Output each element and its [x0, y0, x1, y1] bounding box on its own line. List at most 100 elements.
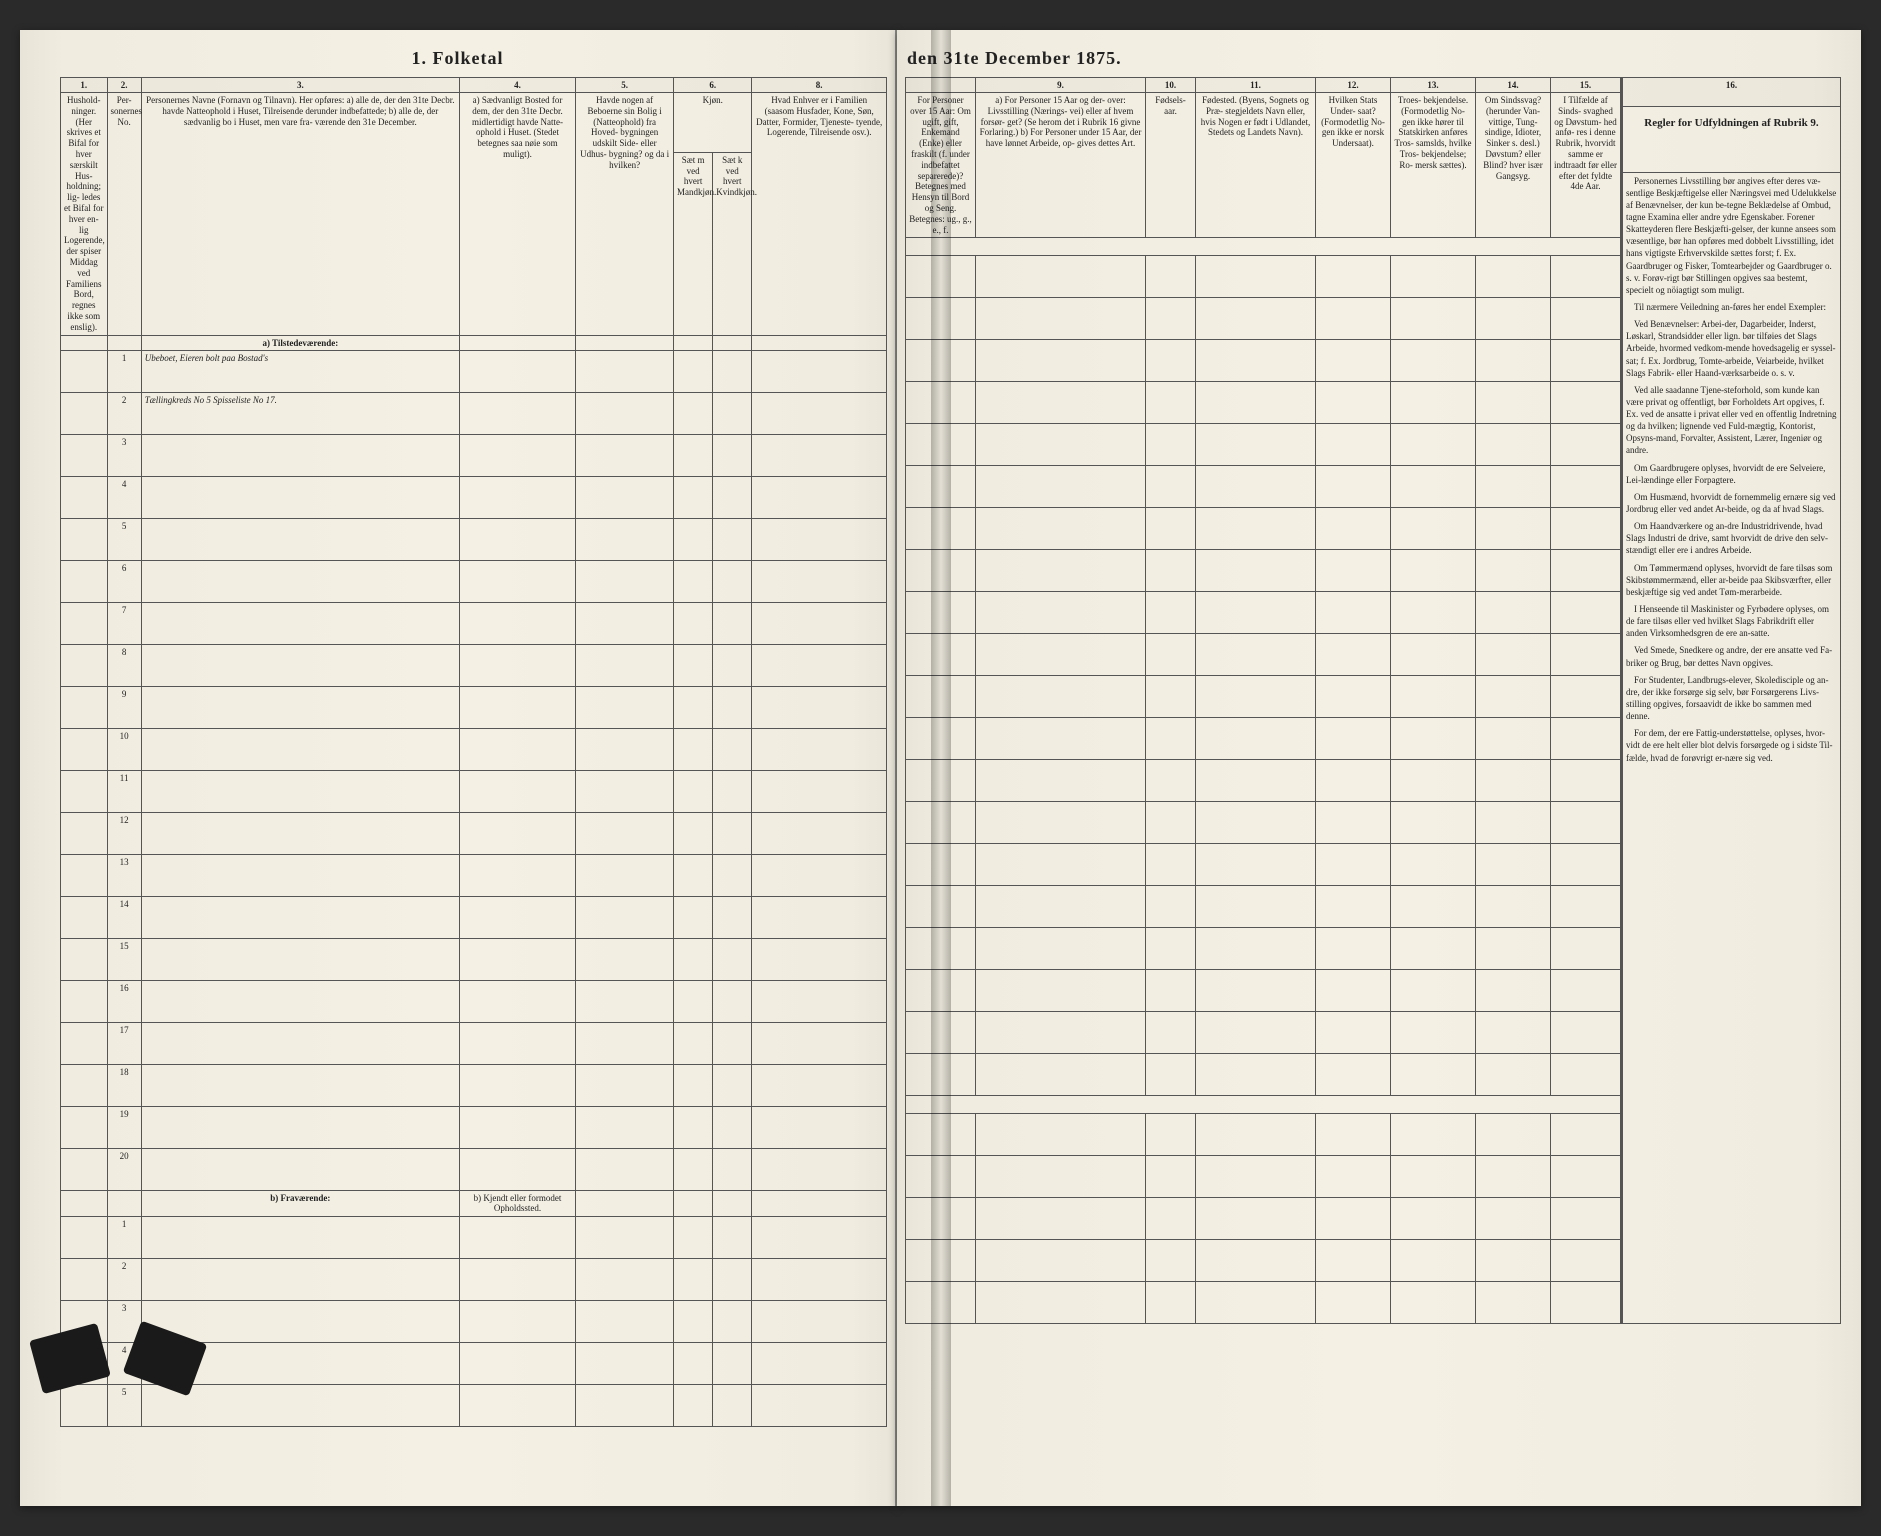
header-religion: Troes- bekjendelse. (Formodetlig No- gen… — [1391, 93, 1476, 238]
table-row — [906, 466, 1621, 508]
rules-paragraph: Ved Benævnelser: Arbei-der, Dagarbeider,… — [1626, 318, 1837, 379]
header-birthyear: Fødsels- aar. — [1146, 93, 1196, 238]
table-row — [906, 634, 1621, 676]
page-title-left: 1. Folketal — [20, 30, 895, 77]
header-male: Sæt m ved hvert Mandkjøn. — [674, 152, 713, 335]
column-number-row: 9. 10. 11. 12. 13. 14. 15. — [906, 78, 1621, 93]
rules-paragraph: Ved alle saadanne Tjene-steforhold, som … — [1626, 384, 1837, 457]
absent-label: b) Fraværende: — [141, 1190, 459, 1217]
section-present-row: a) Tilstedeværende: — [61, 335, 887, 350]
col-num: 4. — [459, 78, 575, 93]
col-num: 8. — [752, 78, 887, 93]
table-row — [906, 508, 1621, 550]
present-label: a) Tilstedeværende: — [141, 335, 459, 350]
col-num: 1. — [61, 78, 108, 93]
table-row: 8 — [61, 644, 887, 686]
table-row — [906, 802, 1621, 844]
table-row: 13 — [61, 854, 887, 896]
col-num: 2. — [107, 78, 141, 93]
header-outbuilding: Havde nogen af Beboerne sin Bolig i (Nat… — [576, 93, 674, 336]
table-row: 10 — [61, 728, 887, 770]
rules-paragraph: I Henseende til Maskinister og Fyrbødere… — [1626, 603, 1837, 639]
handwritten-entry: Ubeboet, Eieren bolt paa Bostad's — [141, 350, 459, 392]
table-row: 14 — [61, 896, 887, 938]
table-row — [906, 298, 1621, 340]
table-row: 16 — [61, 980, 887, 1022]
col-num: 5. — [576, 78, 674, 93]
table-row: 6 — [61, 560, 887, 602]
spacer-row — [906, 1096, 1621, 1114]
table-row: 20 — [61, 1148, 887, 1190]
table-row: 15 — [61, 938, 887, 980]
rules-paragraph: For dem, der ere Fattig-understøttelse, … — [1626, 727, 1837, 763]
census-book-spread: 1. Folketal 1. 2. 3. 4. 5. 6. 8. — [0, 0, 1881, 1536]
header-names: Personernes Navne (Fornavn og Tilnavn). … — [141, 93, 459, 336]
table-row — [906, 592, 1621, 634]
header-occupation: a) For Personer 15 Aar og der- over: Liv… — [976, 93, 1146, 238]
census-table-right: 9. 10. 11. 12. 13. 14. 15. For Personer … — [905, 77, 1621, 1324]
header-citizenship: Hvilken Stats Under- saat? (Formodetlig … — [1316, 93, 1391, 238]
rules-panel: 16. Regler for Udfyldningen af Rubrik 9.… — [1622, 77, 1841, 1324]
col-num: 15. — [1551, 78, 1621, 93]
table-row — [906, 1156, 1621, 1198]
census-table-left: 1. 2. 3. 4. 5. 6. 8. Hushold- ninger. (H… — [60, 77, 887, 1427]
header-sex: Kjøn. — [674, 93, 752, 153]
table-row — [906, 256, 1621, 298]
table-row — [906, 886, 1621, 928]
rules-header: Regler for Udfyldningen af Rubrik 9. — [1623, 106, 1841, 172]
rules-paragraph: Om Gaardbrugere oplyses, hvorvidt de ere… — [1626, 462, 1837, 486]
column-header-row: For Personer over 15 Aar: Om ugift, gift… — [906, 93, 1621, 238]
left-page: 1. Folketal 1. 2. 3. 4. 5. 6. 8. — [20, 30, 897, 1506]
table-row — [906, 928, 1621, 970]
rules-paragraph: Om Tømmermænd oplyses, hvorvidt de fare … — [1626, 562, 1837, 598]
rules-paragraph: Personernes Livsstilling bør angives eft… — [1626, 175, 1837, 296]
rules-paragraph: Ved Smede, Snedkere og andre, der ere an… — [1626, 644, 1837, 668]
column-number-row: 1. 2. 3. 4. 5. 6. 8. — [61, 78, 887, 93]
table-row: 5 — [61, 518, 887, 560]
table-row — [906, 718, 1621, 760]
table-row: 2Tællingkreds No 5 Spisseliste No 17. — [61, 392, 887, 434]
rules-paragraph: Til nærmere Veiledning an-føres her ende… — [1626, 301, 1837, 313]
header-disability: Om Sindssvag? (herunder Van- vittige, Tu… — [1476, 93, 1551, 238]
table-row: 7 — [61, 602, 887, 644]
table-row — [906, 1012, 1621, 1054]
table-row — [906, 844, 1621, 886]
table-row — [906, 1114, 1621, 1156]
header-households: Hushold- ninger. (Her skrives et Bifal f… — [61, 93, 108, 336]
col-num: 12. — [1316, 78, 1391, 93]
handwritten-entry: Tællingkreds No 5 Spisseliste No 17. — [141, 392, 459, 434]
rules-paragraph: Om Haandværkere og an-dre Industridriven… — [1626, 520, 1837, 556]
table-row: 1Ubeboet, Eieren bolt paa Bostad's — [61, 350, 887, 392]
rules-body: Personernes Livsstilling bør angives eft… — [1623, 172, 1841, 1324]
table-row — [906, 1240, 1621, 1282]
column-header-row: Hushold- ninger. (Her skrives et Bifal f… — [61, 93, 887, 153]
table-row — [906, 340, 1621, 382]
section-absent-row: b) Fraværende: b) Kjendt eller formodet … — [61, 1190, 887, 1217]
table-row: 18 — [61, 1064, 887, 1106]
table-row: 2 — [61, 1259, 887, 1301]
col-num: 11. — [1196, 78, 1316, 93]
right-page: den 31te December 1875. 9. 10. 11. 12. — [897, 30, 1861, 1506]
table-row: 11 — [61, 770, 887, 812]
header-family-role: Hvad Enhver er i Familien (saasom Husfad… — [752, 93, 887, 336]
book-spine — [931, 30, 951, 1506]
table-row: 1 — [61, 1217, 887, 1259]
table-row — [906, 676, 1621, 718]
rules-paragraph: For Studenter, Landbrugs-elever, Skoledi… — [1626, 674, 1837, 723]
header-birthplace: Fødested. (Byens, Sognets og Præ- stegje… — [1196, 93, 1316, 238]
table-row: 3 — [61, 434, 887, 476]
table-row — [906, 550, 1621, 592]
table-row — [906, 970, 1621, 1012]
table-row — [906, 1054, 1621, 1096]
col-num: 10. — [1146, 78, 1196, 93]
rules-paragraph: Om Husmænd, hvorvidt de fornemmelig ernæ… — [1626, 491, 1837, 515]
header-disability-age: I Tilfælde af Sinds- svaghed og Døvstum-… — [1551, 93, 1621, 238]
col-num: 13. — [1391, 78, 1476, 93]
col-num: 14. — [1476, 78, 1551, 93]
spacer-row — [906, 238, 1621, 256]
table-row: 19 — [61, 1106, 887, 1148]
col-num: 6. — [674, 78, 752, 93]
table-row: 4 — [61, 476, 887, 518]
table-row — [906, 1282, 1621, 1324]
table-row — [906, 424, 1621, 466]
